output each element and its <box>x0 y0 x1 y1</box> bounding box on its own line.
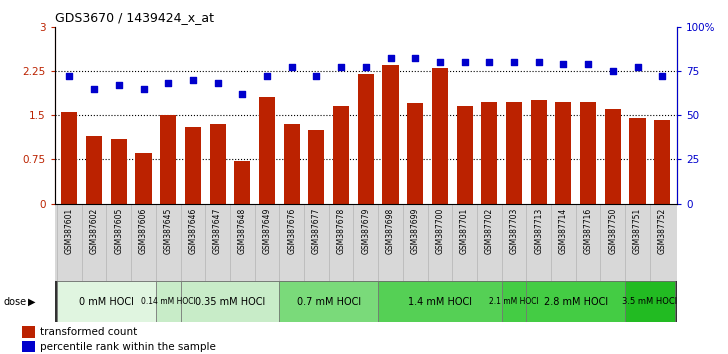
Text: GSM387601: GSM387601 <box>65 207 74 254</box>
Text: ▶: ▶ <box>28 297 35 307</box>
Bar <box>22 326 35 338</box>
Point <box>237 91 248 97</box>
Bar <box>378 281 502 322</box>
Bar <box>333 106 349 204</box>
Bar <box>185 127 201 204</box>
Text: GSM387700: GSM387700 <box>435 207 444 254</box>
Text: GSM387676: GSM387676 <box>288 207 296 254</box>
Text: 0.7 mM HOCl: 0.7 mM HOCl <box>297 297 361 307</box>
Text: GSM387713: GSM387713 <box>534 207 543 254</box>
Text: GSM387605: GSM387605 <box>114 207 123 254</box>
Text: GSM387752: GSM387752 <box>657 207 667 254</box>
Bar <box>309 130 325 204</box>
Point <box>434 59 446 65</box>
Bar <box>156 281 181 322</box>
Bar <box>284 124 300 204</box>
Point <box>113 82 124 88</box>
Bar <box>526 281 625 322</box>
Text: 0.35 mM HOCl: 0.35 mM HOCl <box>195 297 265 307</box>
Text: GSM387698: GSM387698 <box>386 207 395 254</box>
Point <box>360 64 372 70</box>
Text: GSM387602: GSM387602 <box>90 207 98 254</box>
Bar <box>181 281 280 322</box>
Point <box>582 61 594 67</box>
Bar <box>432 68 448 204</box>
Point <box>212 80 223 86</box>
Text: GSM387751: GSM387751 <box>633 207 642 254</box>
Text: 0.14 mM HOCl: 0.14 mM HOCl <box>141 297 196 306</box>
Text: GSM387699: GSM387699 <box>411 207 420 254</box>
Text: GSM387703: GSM387703 <box>510 207 518 254</box>
Text: GSM387606: GSM387606 <box>139 207 148 254</box>
Text: 2.8 mM HOCl: 2.8 mM HOCl <box>544 297 608 307</box>
Point <box>459 59 470 65</box>
Text: GSM387750: GSM387750 <box>609 207 617 254</box>
Bar <box>555 102 571 204</box>
Point <box>632 64 644 70</box>
Text: GSM387702: GSM387702 <box>485 207 494 254</box>
Bar <box>382 65 398 204</box>
Text: 3.5 mM HOCl: 3.5 mM HOCl <box>622 297 678 306</box>
Bar <box>502 281 526 322</box>
Text: GSM387716: GSM387716 <box>584 207 593 254</box>
Bar <box>357 74 374 204</box>
Text: GSM387714: GSM387714 <box>559 207 568 254</box>
Point <box>508 59 520 65</box>
Bar <box>481 102 497 204</box>
Bar <box>111 139 127 204</box>
Bar <box>259 97 275 204</box>
Bar <box>234 161 250 204</box>
Bar <box>580 102 596 204</box>
Bar <box>605 109 621 204</box>
Point <box>483 59 495 65</box>
Point <box>336 64 347 70</box>
Text: GSM387646: GSM387646 <box>189 207 197 254</box>
Bar <box>57 281 156 322</box>
Text: GSM387645: GSM387645 <box>164 207 173 254</box>
Bar <box>61 112 77 204</box>
Point <box>88 86 100 91</box>
Text: 0 mM HOCl: 0 mM HOCl <box>79 297 134 307</box>
Text: GSM387701: GSM387701 <box>460 207 469 254</box>
Bar <box>531 100 547 204</box>
Bar <box>456 106 472 204</box>
Point <box>63 73 75 79</box>
Bar <box>160 115 176 204</box>
Text: percentile rank within the sample: percentile rank within the sample <box>40 342 216 352</box>
Bar <box>506 102 522 204</box>
Bar <box>22 341 35 353</box>
Bar <box>135 153 151 204</box>
Point <box>286 64 298 70</box>
Bar <box>625 281 675 322</box>
Text: transformed count: transformed count <box>40 327 138 337</box>
Text: dose: dose <box>4 297 27 307</box>
Text: GSM387649: GSM387649 <box>263 207 272 254</box>
Bar <box>407 103 423 204</box>
Point <box>311 73 323 79</box>
Bar <box>210 124 226 204</box>
Bar <box>86 136 102 204</box>
Bar <box>280 281 378 322</box>
Point <box>409 56 421 61</box>
Bar <box>654 120 670 204</box>
Point <box>384 56 396 61</box>
Text: GDS3670 / 1439424_x_at: GDS3670 / 1439424_x_at <box>55 11 213 24</box>
Text: GSM387648: GSM387648 <box>238 207 247 254</box>
Point <box>261 73 273 79</box>
Point <box>138 86 149 91</box>
Point <box>187 77 199 82</box>
Point <box>162 80 174 86</box>
Text: 1.4 mM HOCl: 1.4 mM HOCl <box>408 297 472 307</box>
Point <box>533 59 545 65</box>
Text: GSM387677: GSM387677 <box>312 207 321 254</box>
Text: 2.1 mM HOCl: 2.1 mM HOCl <box>489 297 539 306</box>
Point <box>607 68 619 74</box>
Bar <box>630 118 646 204</box>
Point <box>657 73 668 79</box>
Text: GSM387678: GSM387678 <box>336 207 346 254</box>
Text: GSM387679: GSM387679 <box>361 207 371 254</box>
Point <box>558 61 569 67</box>
Text: GSM387647: GSM387647 <box>213 207 222 254</box>
